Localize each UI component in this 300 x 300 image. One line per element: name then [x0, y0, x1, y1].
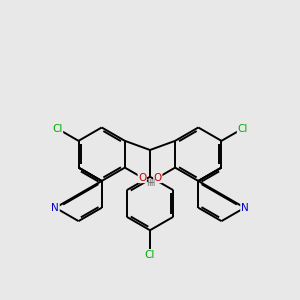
Text: Cl: Cl	[237, 124, 248, 134]
Text: N: N	[241, 203, 248, 213]
Text: O: O	[154, 172, 162, 183]
Text: Cl: Cl	[52, 124, 63, 134]
Text: H: H	[146, 179, 152, 188]
Text: H: H	[148, 179, 154, 188]
Text: O: O	[138, 172, 146, 183]
Text: N: N	[52, 203, 59, 213]
Text: Cl: Cl	[145, 250, 155, 260]
